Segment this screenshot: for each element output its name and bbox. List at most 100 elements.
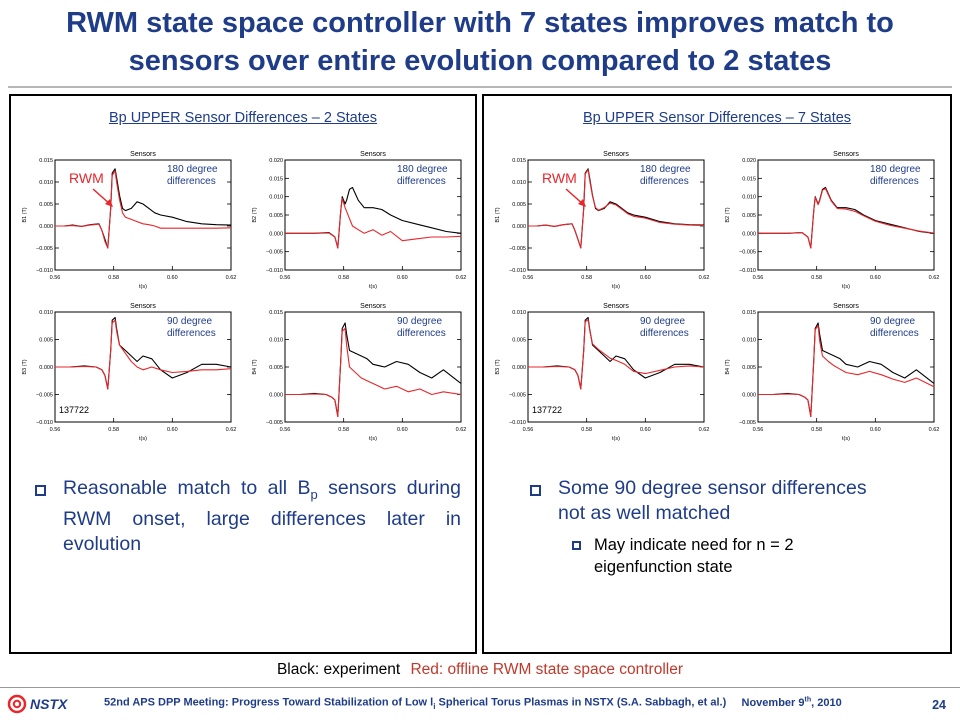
plot-annotation: differences — [397, 328, 446, 339]
x-tick-label: 0.56 — [50, 427, 61, 433]
logo-text: NSTX — [30, 696, 69, 712]
y-tick-label: −0.010 — [509, 420, 526, 426]
y-axis-label: B4 (T) — [252, 359, 258, 374]
x-tick-label: 0.60 — [397, 275, 408, 281]
legend-controller: Red: offline RWM state space controller — [410, 661, 684, 678]
panel-7-states: Bp UPPER Sensor Differences – 7 States S… — [482, 94, 952, 654]
plot-annotation: 90 degree — [640, 316, 685, 327]
title-line-2: sensors over entire evolution compared t… — [128, 45, 832, 77]
subbullet-square-icon — [572, 541, 581, 550]
page-number: 24 — [932, 698, 946, 712]
y-tick-label: 0.015 — [269, 176, 283, 182]
y-axis-label: B2 (T) — [252, 207, 258, 222]
y-tick-label: 0.005 — [742, 213, 756, 219]
x-tick-label: 0.56 — [280, 427, 291, 433]
panel-title-2-states: Bp UPPER Sensor Differences – 2 States — [108, 110, 378, 126]
y-tick-label: 0.000 — [742, 231, 756, 237]
x-tick-label: 0.62 — [929, 275, 940, 281]
y-tick-label: 0.000 — [39, 224, 53, 230]
x-tick-label: 0.56 — [753, 275, 764, 281]
subbullet-right-1: May indicate need for n = 2 eigenfunctio… — [530, 534, 890, 578]
y-tick-label: 0.010 — [39, 180, 53, 186]
x-axis-label: t(s) — [842, 284, 850, 290]
plot-annotation: differences — [167, 328, 216, 339]
plot-frame — [284, 159, 462, 271]
y-tick-label: −0.010 — [739, 268, 756, 274]
y-tick-label: 0.000 — [512, 365, 526, 371]
y-axis-label: B1 (T) — [495, 207, 501, 222]
footer-divider — [0, 687, 960, 688]
panel-title-7-states: Bp UPPER Sensor Differences – 7 States — [582, 110, 852, 126]
plot-frame — [54, 159, 232, 271]
x-tick-label: 0.60 — [870, 427, 881, 433]
bullet-left-1: Reasonable match to all Bp sensors durin… — [35, 476, 461, 557]
rwm-marker-label: RWM — [542, 170, 577, 186]
shot-number: 137722 — [59, 405, 89, 415]
plot-title: Sensors — [603, 303, 629, 310]
y-tick-label: 0.000 — [269, 393, 283, 399]
x-tick-label: 0.58 — [811, 275, 822, 281]
x-tick-label: 0.58 — [108, 427, 119, 433]
controller-series-line — [55, 319, 232, 390]
plot-annotation: differences — [397, 176, 446, 187]
sensor-plot-b1-2-states: Sensors −0.010 −0.005 0.000 0.005 0.010 0.015 0… — [22, 151, 236, 290]
x-tick-label: 0.58 — [338, 275, 349, 281]
bullets-right: Some 90 degree sensor differences not as… — [530, 476, 890, 578]
plot-annotation: 180 degree — [397, 164, 448, 175]
y-tick-label: 0.000 — [742, 393, 756, 399]
y-tick-label: 0.010 — [512, 310, 526, 316]
y-tick-label: −0.005 — [266, 420, 283, 426]
y-tick-label: 0.005 — [269, 365, 283, 371]
x-axis-label: t(s) — [612, 436, 620, 442]
plot-frame — [284, 311, 462, 423]
x-axis-label: t(s) — [369, 284, 377, 290]
plot-annotation: differences — [640, 328, 689, 339]
y-tick-label: −0.010 — [36, 420, 53, 426]
y-tick-label: −0.005 — [36, 246, 53, 252]
x-tick-label: 0.56 — [523, 275, 534, 281]
plot-annotation: 90 degree — [870, 316, 915, 327]
shot-number-box — [57, 402, 91, 416]
controller-series-line — [758, 325, 935, 418]
plot-annotation: differences — [870, 176, 919, 187]
plot-title: Sensors — [360, 303, 386, 310]
y-tick-label: −0.005 — [509, 246, 526, 252]
x-tick-label: 0.56 — [280, 275, 291, 281]
x-tick-label: 0.56 — [523, 427, 534, 433]
x-tick-label: 0.60 — [640, 427, 651, 433]
y-tick-label: 0.005 — [512, 202, 526, 208]
plot-frame — [757, 311, 935, 423]
x-tick-label: 0.58 — [108, 275, 119, 281]
x-axis-label: t(s) — [612, 284, 620, 290]
sensor-plot-b4-2-states: Sensors −0.005 0.000 0.005 0.010 0.015 0.56 0.5… — [252, 303, 467, 442]
sensor-plot-b3-7-states: Sensors −0.010 −0.005 0.000 0.005 0.010 0.56 0.… — [495, 303, 709, 442]
x-tick-label: 0.58 — [811, 427, 822, 433]
x-tick-label: 0.62 — [456, 427, 467, 433]
plot-annotation: 180 degree — [870, 164, 921, 175]
y-tick-label: −0.005 — [36, 393, 53, 399]
x-tick-label: 0.62 — [456, 275, 467, 281]
x-axis-label: t(s) — [842, 436, 850, 442]
y-tick-label: 0.015 — [39, 158, 53, 164]
x-axis-label: t(s) — [369, 436, 377, 442]
y-tick-label: 0.010 — [39, 310, 53, 316]
x-tick-label: 0.62 — [699, 275, 710, 281]
controller-series-line — [285, 327, 462, 418]
y-tick-label: 0.005 — [512, 338, 526, 344]
x-tick-label: 0.60 — [167, 275, 178, 281]
x-tick-label: 0.62 — [226, 427, 237, 433]
x-tick-label: 0.60 — [640, 275, 651, 281]
x-tick-label: 0.56 — [50, 275, 61, 281]
controller-series-line — [285, 197, 462, 249]
sensor-plot-b2-7-states: Sensors −0.010 −0.005 0.000 0.005 0.010 0.015 0… — [725, 151, 940, 290]
y-tick-label: −0.005 — [509, 393, 526, 399]
x-tick-label: 0.58 — [581, 427, 592, 433]
y-axis-label: B2 (T) — [725, 207, 731, 222]
y-tick-label: −0.010 — [509, 268, 526, 274]
x-tick-label: 0.62 — [929, 427, 940, 433]
x-tick-label: 0.56 — [753, 427, 764, 433]
bullets-left: Reasonable match to all Bp sensors durin… — [35, 476, 461, 557]
y-tick-label: −0.005 — [739, 250, 756, 256]
y-axis-label: B3 (T) — [495, 359, 501, 374]
x-tick-label: 0.60 — [870, 275, 881, 281]
